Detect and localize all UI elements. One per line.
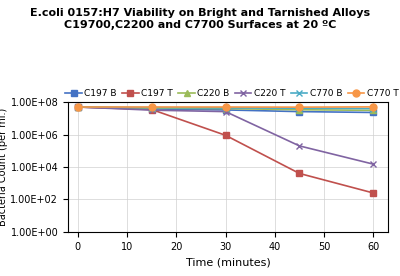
X-axis label: Time (minutes): Time (minutes)	[186, 257, 270, 267]
C197 B	[371, 111, 376, 114]
Line: C220 B: C220 B	[75, 104, 376, 113]
Legend: C197 B, C197 T, C220 B, C220 T, C770 B, C770 T: C197 B, C197 T, C220 B, C220 T, C770 B, …	[62, 86, 400, 102]
C197 T	[371, 191, 376, 195]
C220 T	[371, 163, 376, 166]
C220 B	[371, 109, 376, 112]
Text: E.coli 0157:H7 Viability on Bright and Tarnished Alloys
C19700,C2200 and C7700 S: E.coli 0157:H7 Viability on Bright and T…	[30, 8, 370, 30]
C220 T	[223, 110, 228, 113]
Line: C220 T: C220 T	[74, 104, 377, 168]
Line: C770 B: C770 B	[74, 104, 377, 112]
C220 T	[297, 144, 302, 148]
C220 T	[76, 105, 80, 109]
Line: C770 T: C770 T	[74, 104, 377, 111]
C220 B	[76, 105, 80, 109]
C220 B	[149, 107, 154, 110]
C197 B	[76, 105, 80, 109]
C770 B	[371, 107, 376, 110]
C197 T	[76, 105, 80, 109]
C770 B	[297, 107, 302, 110]
C770 T	[76, 105, 80, 109]
C197 B	[149, 107, 154, 111]
C220 B	[297, 108, 302, 112]
C770 T	[149, 105, 154, 109]
C770 B	[149, 106, 154, 109]
C220 T	[149, 108, 154, 112]
Line: C197 T: C197 T	[75, 104, 376, 196]
C220 B	[223, 107, 228, 110]
C770 T	[223, 105, 228, 109]
C197 B	[297, 110, 302, 113]
C197 T	[223, 134, 228, 137]
Y-axis label: Bacteria Count (per ml.): Bacteria Count (per ml.)	[0, 108, 8, 226]
C770 B	[76, 105, 80, 109]
C197 T	[297, 172, 302, 175]
C197 T	[149, 108, 154, 111]
Line: C197 B: C197 B	[75, 104, 376, 115]
C770 T	[297, 105, 302, 109]
C770 T	[371, 105, 376, 108]
C770 B	[223, 106, 228, 110]
C197 B	[223, 108, 228, 112]
